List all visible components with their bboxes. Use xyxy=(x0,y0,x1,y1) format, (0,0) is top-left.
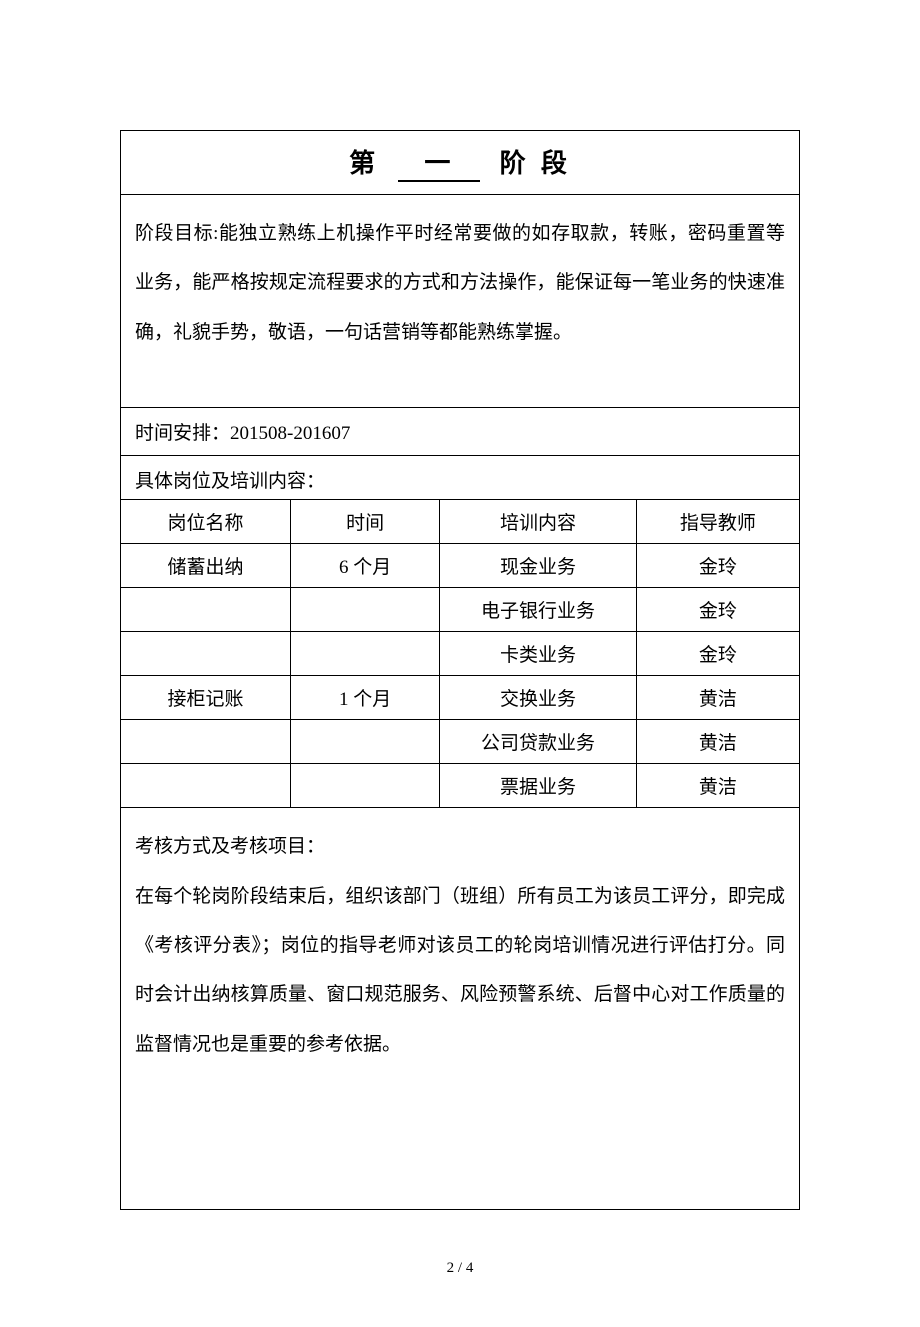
cell-time xyxy=(291,764,440,808)
schedule-label: 时间安排： xyxy=(135,423,230,444)
col-content: 培训内容 xyxy=(440,500,637,544)
table-row: 电子银行业务 金玲 xyxy=(121,588,799,632)
cell-instructor: 金玲 xyxy=(636,632,799,676)
goal-text: 能独立熟练上机操作平时经常要做的如存取款，转账，密码重置等业务，能严格按规定流程… xyxy=(135,223,785,343)
training-table-wrapper: 岗位名称 时间 培训内容 指导教师 储蓄出纳 6 个月 现金业务 金玲 电子银行… xyxy=(121,500,800,809)
cell-position xyxy=(121,588,291,632)
cell-content: 电子银行业务 xyxy=(440,588,637,632)
training-table: 岗位名称 时间 培训内容 指导教师 储蓄出纳 6 个月 现金业务 金玲 电子银行… xyxy=(121,500,799,808)
phase-document-table: 第 一 阶 段 阶段目标:能独立熟练上机操作平时经常要做的如存取款，转账，密码重… xyxy=(120,130,800,1210)
assessment-label: 考核方式及考核项目： xyxy=(135,822,785,871)
assessment-section: 考核方式及考核项目： 在每个轮岗阶段结束后，组织该部门（班组）所有员工为该员工评… xyxy=(121,808,800,1209)
cell-position xyxy=(121,764,291,808)
cell-time xyxy=(291,632,440,676)
title-prefix: 第 xyxy=(349,148,379,178)
cell-position xyxy=(121,720,291,764)
schedule-row: 时间安排：201508-201607 xyxy=(121,408,800,456)
cell-content: 交换业务 xyxy=(440,676,637,720)
cell-position xyxy=(121,632,291,676)
table-row: 卡类业务 金玲 xyxy=(121,632,799,676)
page-number: 2 / 4 xyxy=(120,1260,800,1277)
table-row: 接柜记账 1 个月 交换业务 黄洁 xyxy=(121,676,799,720)
cell-instructor: 黄洁 xyxy=(636,676,799,720)
table-row: 储蓄出纳 6 个月 现金业务 金玲 xyxy=(121,544,799,588)
cell-time: 6 个月 xyxy=(291,544,440,588)
table-row: 票据业务 黄洁 xyxy=(121,764,799,808)
cell-instructor: 黄洁 xyxy=(636,764,799,808)
cell-content: 票据业务 xyxy=(440,764,637,808)
col-instructor: 指导教师 xyxy=(636,500,799,544)
cell-time: 1 个月 xyxy=(291,676,440,720)
cell-position: 储蓄出纳 xyxy=(121,544,291,588)
col-position: 岗位名称 xyxy=(121,500,291,544)
training-label: 具体岗位及培训内容： xyxy=(135,471,325,492)
cell-position: 接柜记账 xyxy=(121,676,291,720)
table-header-row: 岗位名称 时间 培训内容 指导教师 xyxy=(121,500,799,544)
title-suffix: 阶 段 xyxy=(500,148,571,178)
cell-time xyxy=(291,588,440,632)
cell-content: 卡类业务 xyxy=(440,632,637,676)
assessment-text: 在每个轮岗阶段结束后，组织该部门（班组）所有员工为该员工评分，即完成《考核评分表… xyxy=(135,872,785,1070)
phase-number: 一 xyxy=(398,143,480,182)
cell-content: 现金业务 xyxy=(440,544,637,588)
col-time: 时间 xyxy=(291,500,440,544)
schedule-value: 201508-201607 xyxy=(230,423,350,444)
phase-goal: 阶段目标:能独立熟练上机操作平时经常要做的如存取款，转账，密码重置等业务，能严格… xyxy=(121,195,800,408)
cell-instructor: 金玲 xyxy=(636,588,799,632)
training-label-row: 具体岗位及培训内容： xyxy=(121,456,800,500)
goal-label: 阶段目标: xyxy=(135,223,218,244)
cell-content: 公司贷款业务 xyxy=(440,720,637,764)
cell-instructor: 黄洁 xyxy=(636,720,799,764)
phase-title: 第 一 阶 段 xyxy=(121,131,800,195)
cell-instructor: 金玲 xyxy=(636,544,799,588)
cell-time xyxy=(291,720,440,764)
table-row: 公司贷款业务 黄洁 xyxy=(121,720,799,764)
